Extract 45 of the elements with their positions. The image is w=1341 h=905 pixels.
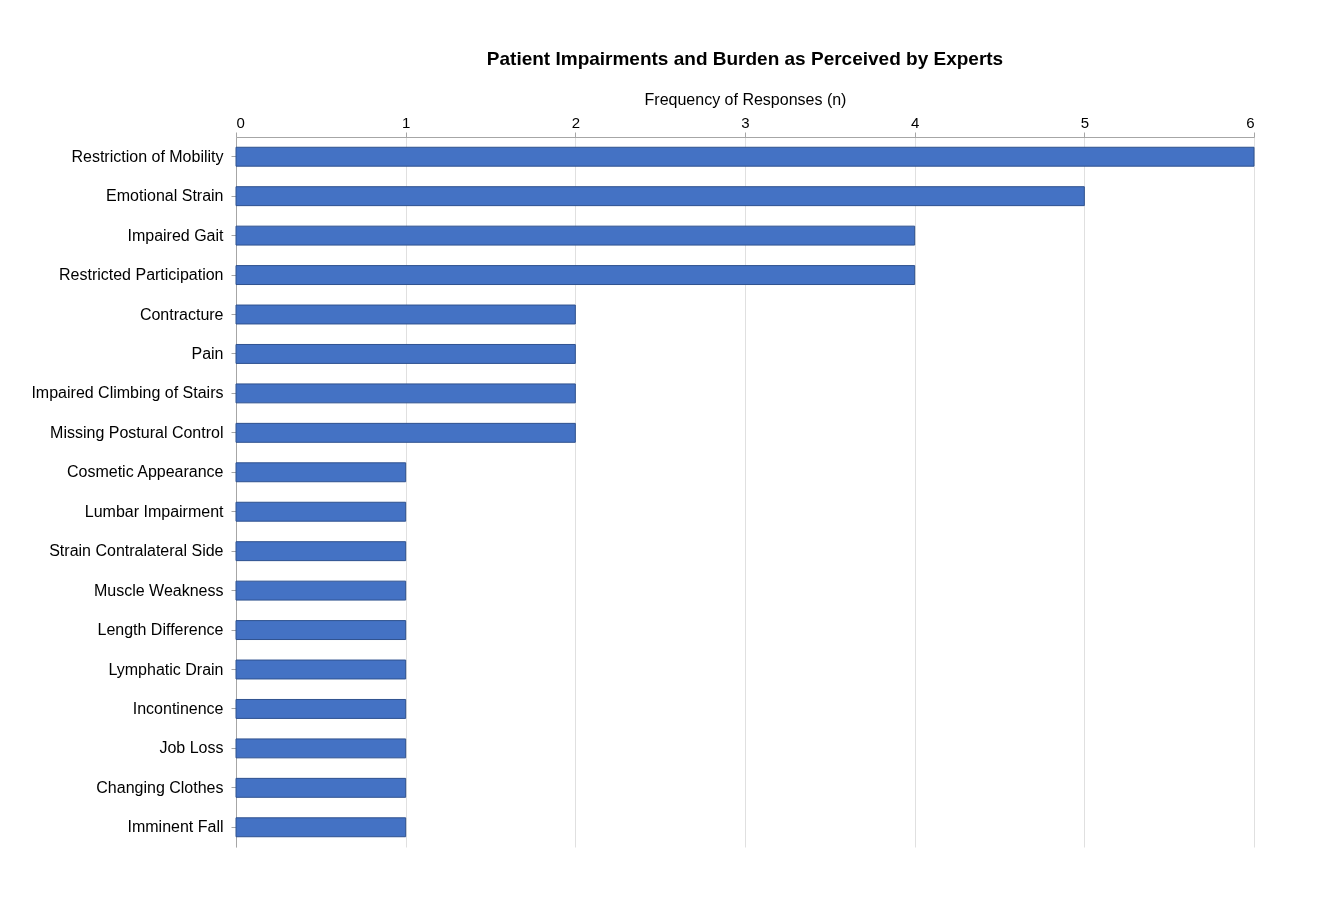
y-tick-label: Emotional Strain <box>106 187 224 205</box>
y-tick-label: Impaired Gait <box>127 226 225 244</box>
bar <box>235 383 576 404</box>
y-tick-label: Muscle Weakness <box>93 581 224 599</box>
y-tick-label: Job Loss <box>159 739 224 757</box>
bar <box>235 343 576 364</box>
y-tick-label: Changing Clothes <box>96 778 224 796</box>
y-tick-label: Cosmetic Appearance <box>66 463 224 481</box>
bar <box>235 738 407 759</box>
y-tick-label: Pain <box>191 344 224 362</box>
y-tick-label: Length Difference <box>97 621 224 639</box>
y-tick-label: Imminent Fall <box>127 818 224 836</box>
bar <box>235 541 407 562</box>
x-tick-label: 3 <box>741 113 750 131</box>
bar <box>235 580 407 601</box>
bar <box>235 817 407 838</box>
y-tick-label: Missing Postural Control <box>50 423 224 441</box>
bar <box>235 186 1085 207</box>
y-tick-label: Restricted Participation <box>58 266 224 284</box>
bar <box>235 620 407 641</box>
x-tick-label: 2 <box>571 113 581 131</box>
y-tick-label: Contracture <box>139 305 224 323</box>
bar <box>235 462 407 483</box>
y-tick-label: Strain Contralateral Side <box>49 542 224 560</box>
x-tick-label: 4 <box>910 113 920 131</box>
x-tick-label: 0 <box>236 113 245 131</box>
y-tick-label: Impaired Climbing of Stairs <box>31 384 224 402</box>
y-tick-label: Lumbar Impairment <box>84 502 225 520</box>
x-axis-title: Frequency of Responses (n) <box>644 90 847 108</box>
bar <box>235 146 1255 167</box>
bar <box>235 777 407 798</box>
bar <box>235 265 916 286</box>
bar <box>235 659 407 680</box>
bar <box>235 422 576 443</box>
x-tick-label: 6 <box>1246 113 1255 131</box>
bar <box>235 698 407 719</box>
x-tick-label: 5 <box>1080 113 1090 131</box>
y-tick-label: Lymphatic Drain <box>108 660 224 678</box>
y-tick-label: Restriction of Mobility <box>71 147 224 165</box>
chart-title: Patient Impairments and Burden as Perceived by Experts <box>486 48 1004 69</box>
bar <box>235 501 407 522</box>
y-tick-label: Incontinence <box>132 699 224 717</box>
x-tick-label: 1 <box>401 113 411 131</box>
bar <box>235 225 916 246</box>
bar <box>235 304 576 325</box>
